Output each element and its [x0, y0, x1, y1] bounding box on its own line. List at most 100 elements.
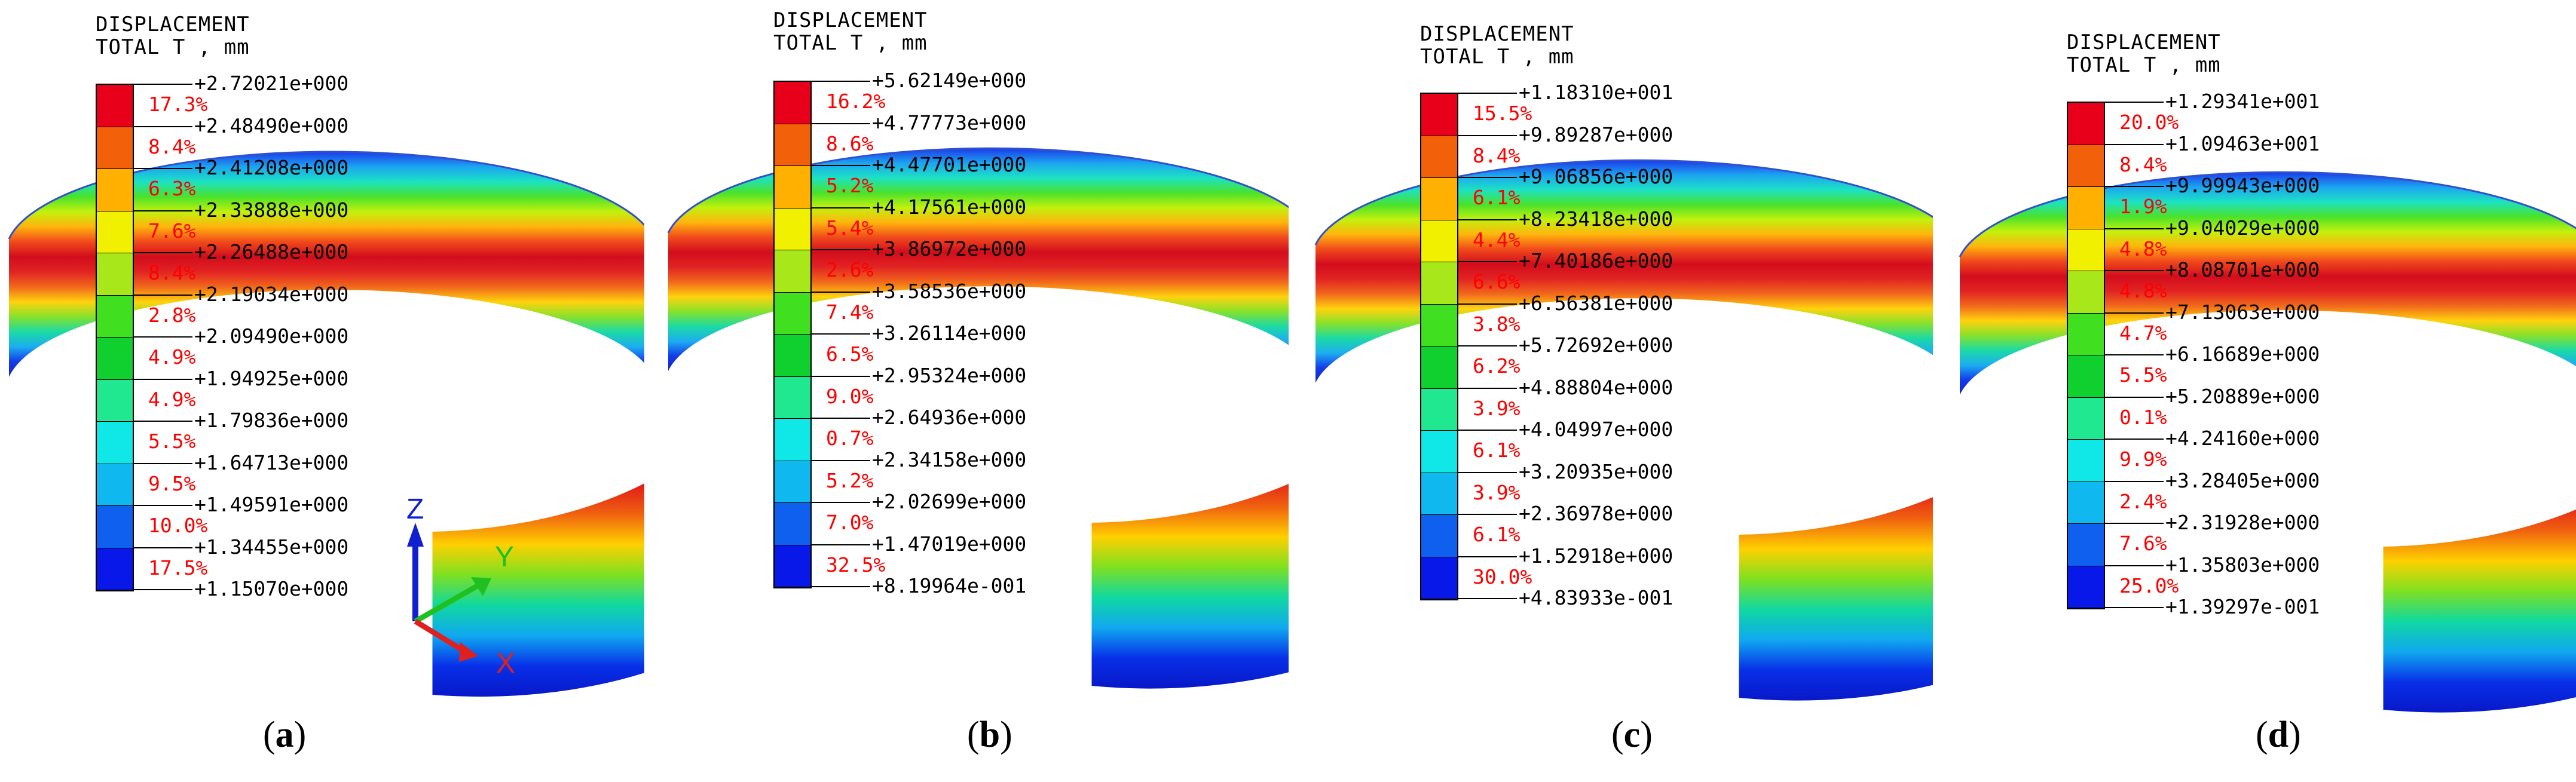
legend-tick	[2104, 186, 2164, 187]
legend-tick	[133, 210, 192, 211]
cylindrical-shell-contour	[8, 151, 644, 697]
shell-back-wall	[1960, 172, 2576, 395]
legend-swatch	[1421, 94, 1457, 136]
legend-tick	[2104, 270, 2164, 271]
legend-value: +1.09463e+001	[2165, 131, 2320, 155]
legend-tick	[2104, 312, 2164, 314]
legend-swatch	[2068, 187, 2104, 229]
legend-title-line1: DISPLACEMENT	[773, 8, 928, 32]
legend-value: +4.77773e+000	[872, 111, 1027, 134]
legend-value: +2.41208e+000	[194, 156, 349, 179]
legend-tick	[133, 547, 192, 548]
caption-letter: a	[275, 714, 294, 755]
legend-color-bar	[96, 84, 134, 591]
legend-swatch	[97, 506, 133, 548]
caption-close: )	[1640, 714, 1653, 755]
legend-percent: 7.0%	[826, 511, 874, 535]
legend-tick	[2104, 480, 2164, 482]
caption-letter: b	[979, 714, 1001, 755]
shell-front-wall	[2383, 509, 2576, 713]
legend-value: +6.56381e+000	[1519, 291, 1674, 315]
legend-tick	[1457, 219, 1517, 220]
legend-tick	[2104, 102, 2164, 103]
legend-percent: 17.3%	[148, 93, 208, 116]
legend-value: +2.02699e+000	[872, 490, 1027, 513]
legend-title-line1: DISPLACEMENT	[1420, 22, 1574, 46]
legend-swatch	[775, 250, 810, 293]
legend-percent: 4.9%	[148, 345, 196, 369]
legend-swatch	[2068, 229, 2104, 271]
legend-title: DISPLACEMENT TOTAL T , mm	[1420, 23, 1574, 68]
panel-caption: (b)	[967, 714, 1012, 756]
legend-swatch	[775, 208, 810, 250]
legend-percent: 8.6%	[826, 131, 874, 155]
legend-value: +1.29341e+001	[2165, 90, 2320, 113]
legend-swatch	[775, 335, 810, 377]
legend-swatch	[1421, 220, 1457, 262]
legend-value: +9.04029e+000	[2165, 216, 2320, 240]
legend-swatch	[1421, 346, 1457, 389]
legend-swatch	[97, 295, 133, 338]
legend-tick	[810, 544, 870, 545]
legend-value: +4.47701e+000	[872, 153, 1027, 176]
legend-value: +1.47019e+000	[872, 532, 1027, 556]
legend-percent: 15.5%	[1473, 102, 1532, 125]
legend-percent: 6.1%	[1473, 186, 1520, 210]
legend-percent: 9.5%	[148, 471, 196, 495]
legend-title: DISPLACEMENT TOTAL T , mm	[96, 13, 250, 59]
legend-tick	[810, 291, 870, 293]
legend-value: +3.86972e+000	[872, 237, 1027, 260]
legend-swatch	[775, 376, 810, 419]
legend-value: +4.24160e+000	[2165, 427, 2320, 450]
legend-title: DISPLACEMENT TOTAL T , mm	[2067, 31, 2221, 76]
legend-swatch	[2068, 355, 2104, 398]
legend-swatch	[97, 211, 133, 253]
legend-swatch	[97, 338, 133, 380]
legend-tick	[1457, 177, 1517, 178]
cylindrical-shell-contour	[1314, 159, 1933, 701]
legend-tick	[2104, 438, 2164, 440]
legend-value: +3.28405e+000	[2165, 468, 2320, 492]
legend-percent: 9.9%	[2119, 447, 2167, 471]
legend-value: +1.18310e+001	[1519, 81, 1674, 104]
caption-close: )	[1000, 714, 1012, 755]
legend-swatch	[1421, 431, 1457, 473]
cylindrical-shell-contour	[667, 147, 1289, 689]
legend-percent: 4.7%	[2119, 321, 2167, 345]
panel-b: DISPLACEMENT TOTAL T , mm +5.62149e+000 +4.…	[644, 0, 1289, 782]
legend-swatch	[1421, 388, 1457, 431]
legend-swatch	[97, 169, 133, 211]
legend-swatch	[97, 253, 133, 296]
legend-swatch	[2068, 397, 2104, 440]
legend-tick	[1457, 261, 1517, 262]
legend-swatch	[97, 379, 133, 422]
legend-percent: 2.6%	[826, 258, 874, 282]
legend-tick	[1457, 303, 1517, 305]
legend-value: +8.19964e-001	[872, 574, 1027, 597]
legend-value: +3.58536e+000	[872, 279, 1027, 303]
legend-value: +2.72021e+000	[194, 72, 349, 95]
legend-tick	[1457, 556, 1517, 557]
legend-tick	[133, 125, 192, 127]
legend-percent: 30.0%	[1473, 565, 1532, 588]
legend-tick	[810, 122, 870, 124]
legend-tick	[810, 586, 870, 587]
legend-value: +2.34158e+000	[872, 447, 1027, 471]
legend-tick	[133, 168, 192, 169]
legend-swatch	[775, 545, 810, 587]
legend-value: +4.83933e-001	[1519, 586, 1674, 609]
legend-tick	[810, 375, 870, 377]
legend-percent: 9.0%	[826, 384, 874, 408]
legend-tick	[133, 84, 192, 85]
legend-color-bar	[1420, 93, 1458, 600]
legend-percent: 17.5%	[148, 556, 208, 579]
legend-percent: 6.6%	[1473, 270, 1520, 294]
legend-value: +1.39297e-001	[2165, 595, 2320, 618]
legend-value: +1.79836e+000	[194, 409, 349, 432]
panel-d: DISPLACEMENT TOTAL T , mm +1.29341e+001 +1.…	[1933, 0, 2576, 782]
legend-value: +9.99943e+000	[2165, 174, 2320, 197]
caption-letter: c	[1623, 714, 1641, 755]
legend-percent: 5.5%	[148, 430, 196, 453]
legend-value: +9.06856e+000	[1519, 165, 1674, 188]
legend-tick	[2104, 523, 2164, 524]
